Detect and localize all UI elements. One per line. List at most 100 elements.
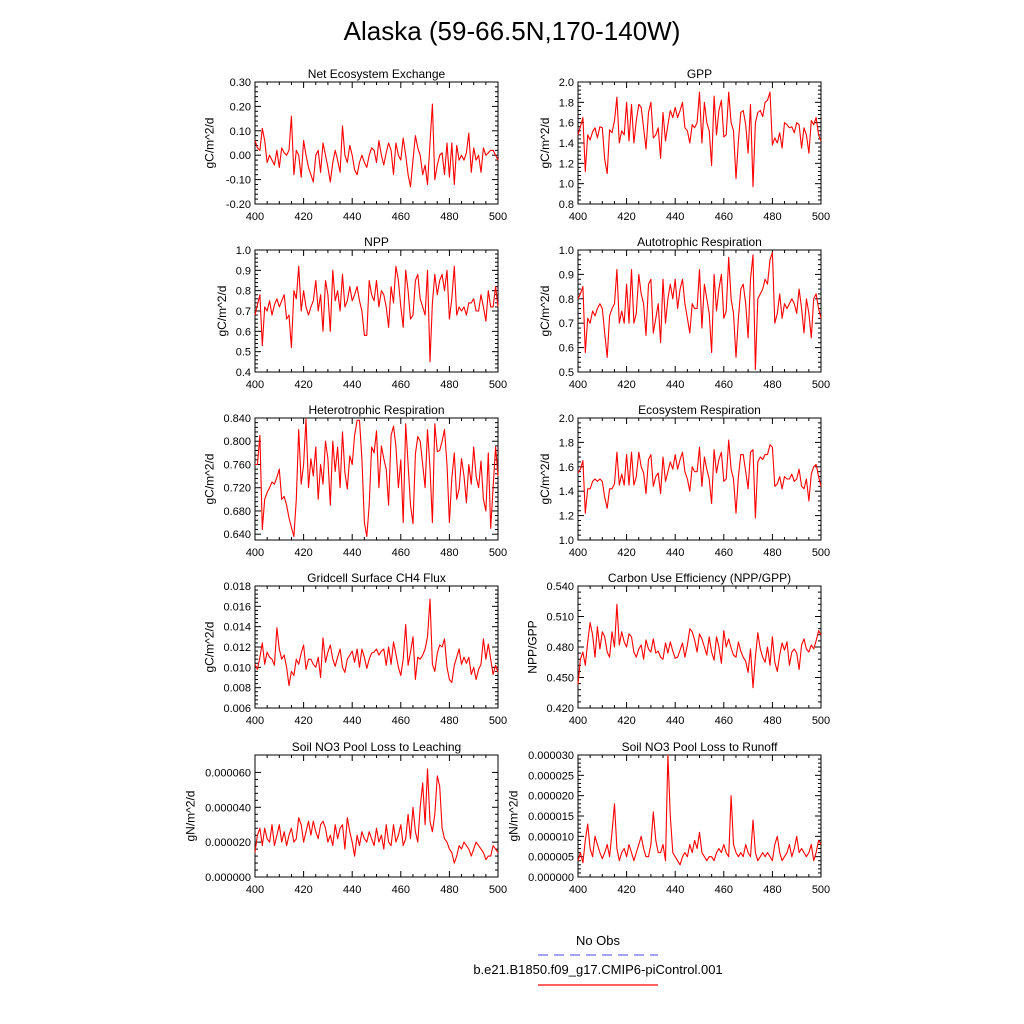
y-tick-label: 0.000015 [528,811,574,823]
y-tick-label: 0.000020 [205,837,251,849]
x-tick-label: 440 [666,379,684,391]
y-tick-label: 0.510 [546,612,574,624]
plot-frame [254,585,499,709]
x-tick-label: 460 [392,715,410,727]
x-tick-label: 420 [294,884,312,896]
y-tick-label: 0.30 [230,77,251,89]
chart-title: Soil NO3 Pool Loss to Leaching [292,740,461,754]
chart-title: Heterotrophic Respiration [308,403,444,417]
x-tick-label: 460 [392,379,410,391]
x-tick-label: 420 [617,884,635,896]
y-tick-label: 1.0 [559,535,574,547]
x-tick-label: 440 [343,884,361,896]
x-tick-label: 460 [715,715,733,727]
x-tick-label: 420 [294,211,312,223]
y-tick-label: 0.680 [223,506,251,518]
legend-label-model: b.e21.B1850.f09_g17.CMIP6-piControl.001 [473,962,722,977]
chart-panel-6: Gridcell Surface CH4 Flux 400 420 440 460 480… [203,571,508,727]
chart-title: NPP [364,235,389,249]
y-tick-label: 1.6 [559,462,574,474]
y-tick-label: -0.20 [226,199,251,211]
series-line [254,265,499,363]
y-tick-label: 0.480 [546,642,574,654]
chart-title: Soil NO3 Pool Loss to Runoff [622,740,779,754]
y-tick-label: 1.0 [559,245,574,257]
y-tick-label: 0.000020 [528,791,574,803]
y-tick-label: 2.0 [559,77,574,89]
x-tick-label: 400 [246,715,264,727]
x-tick-label: 460 [715,379,733,391]
x-tick-label: 420 [294,547,312,559]
y-tick-label: 0.008 [223,683,251,695]
chart-title: Net Ecosystem Exchange [308,67,446,81]
y-tick-label: 0.000040 [205,802,251,814]
y-tick-label: 0.000005 [528,852,574,864]
chart-title: Carbon Use Efficiency (NPP/GPP) [608,571,791,585]
x-tick-label: 460 [392,884,410,896]
chart-title: GPP [687,67,712,81]
y-tick-label: 0.6 [236,326,251,338]
y-tick-label: 0.012 [223,642,251,654]
y-tick-label: 0.4 [236,367,251,379]
x-tick-label: 420 [617,211,635,223]
y-tick-label: 0.800 [223,436,251,448]
chart-panel-0: Net Ecosystem Exchange 400 420 440 460 480 500… [203,67,508,223]
y-tick-label: 0.8 [559,294,574,306]
chart-panel-8: Soil NO3 Pool Loss to Leaching 400 420 440 4… [184,740,508,896]
x-tick-label: 400 [569,379,587,391]
series-line [577,439,822,519]
x-tick-label: 440 [343,211,361,223]
y-tick-label: 0.640 [223,529,251,541]
x-tick-label: 480 [440,379,458,391]
y-tick-label: 1.4 [559,138,574,150]
chart-panel-7: Carbon Use Efficiency (NPP/GPP) 400 420 440… [526,571,831,727]
x-tick-label: 460 [715,884,733,896]
y-axis-label: gC/m^2/d [215,286,229,337]
y-tick-label: 1.0 [236,245,251,257]
y-tick-label: 0.6 [559,343,574,355]
x-tick-label: 400 [246,211,264,223]
y-tick-label: 0.8 [236,286,251,298]
x-tick-label: 400 [569,211,587,223]
x-tick-label: 480 [763,884,781,896]
page-title: Alaska (59-66.5N,170-140W) [344,16,681,46]
x-tick-label: 480 [763,715,781,727]
legend-label-obs: No Obs [576,933,621,948]
x-tick-label: 500 [489,547,507,559]
x-tick-label: 480 [440,547,458,559]
x-tick-label: 500 [812,884,830,896]
y-tick-label: 1.2 [559,158,574,170]
x-tick-label: 440 [666,715,684,727]
chart-panel-2: NPP 400 420 440 460 480 500 0.4 0.5 0.6 0.7 0.8 0.9 1… [215,235,507,391]
x-tick-label: 480 [763,379,781,391]
x-tick-label: 420 [294,379,312,391]
x-tick-label: 400 [246,379,264,391]
x-tick-label: 460 [715,547,733,559]
x-tick-label: 500 [489,379,507,391]
y-tick-label: 1.6 [559,118,574,130]
x-tick-label: 500 [489,211,507,223]
x-tick-label: 500 [812,211,830,223]
y-tick-label: 0.5 [559,367,574,379]
x-tick-label: 460 [715,211,733,223]
panel-grid: Net Ecosystem Exchange 400 420 440 460 480 500… [184,67,831,896]
plot-frame [577,754,822,878]
x-tick-label: 500 [489,884,507,896]
y-tick-label: 0.010 [223,662,251,674]
series-line [254,768,499,864]
y-axis-label: gN/m^2/d [184,791,198,842]
x-tick-label: 440 [343,547,361,559]
y-axis-label: gC/m^2/d [538,286,552,337]
plot-frame [577,249,822,373]
y-tick-label: 0.8 [559,199,574,211]
series-line [254,103,499,188]
y-tick-label: 0.7 [236,306,251,318]
x-tick-label: 440 [666,211,684,223]
y-tick-label: 1.0 [559,179,574,191]
chart-panel-5: Ecosystem Respiration 400 420 440 460 480 500 1… [538,403,830,559]
x-tick-label: 500 [489,715,507,727]
y-tick-label: 1.8 [559,97,574,109]
y-tick-label: 0.000030 [528,750,574,762]
chart-title: Gridcell Surface CH4 Flux [307,571,446,585]
chart-title: Autotrophic Respiration [637,235,762,249]
